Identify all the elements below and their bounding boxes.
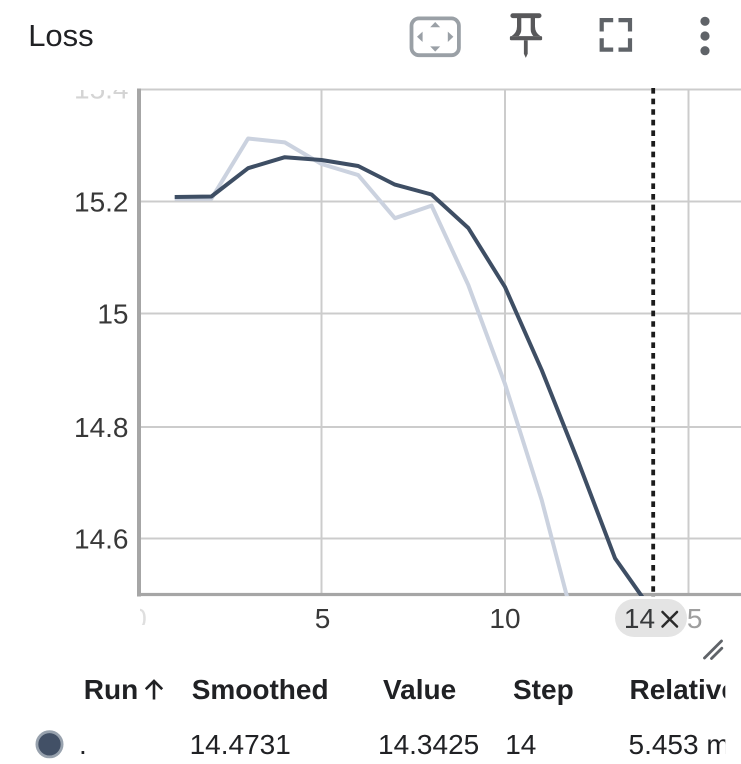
svg-text:10: 10 <box>489 603 520 634</box>
svg-text:15: 15 <box>97 299 128 330</box>
svg-text:Run: Run <box>84 674 138 705</box>
svg-text:Smoothed: Smoothed <box>192 674 329 705</box>
svg-text:5: 5 <box>687 603 703 634</box>
svg-text:15.4: 15.4 <box>74 74 129 105</box>
svg-text:14.8: 14.8 <box>74 412 129 443</box>
svg-text:14.4731: 14.4731 <box>190 729 291 760</box>
svg-text:14: 14 <box>505 729 536 760</box>
svg-text:Value: Value <box>383 674 456 705</box>
svg-text:5.453 ms: 5.453 ms <box>629 729 741 760</box>
svg-text:14.6: 14.6 <box>74 524 129 555</box>
svg-text:Relative: Relative <box>630 674 737 705</box>
svg-text:0: 0 <box>131 603 147 634</box>
svg-text:14: 14 <box>624 603 655 634</box>
svg-text:5: 5 <box>315 603 331 634</box>
svg-text:Loss: Loss <box>28 18 93 53</box>
svg-text:14.3425: 14.3425 <box>378 729 479 760</box>
svg-text:.: . <box>79 729 87 760</box>
svg-text:Step: Step <box>513 674 574 705</box>
svg-text:15.2: 15.2 <box>74 187 129 218</box>
